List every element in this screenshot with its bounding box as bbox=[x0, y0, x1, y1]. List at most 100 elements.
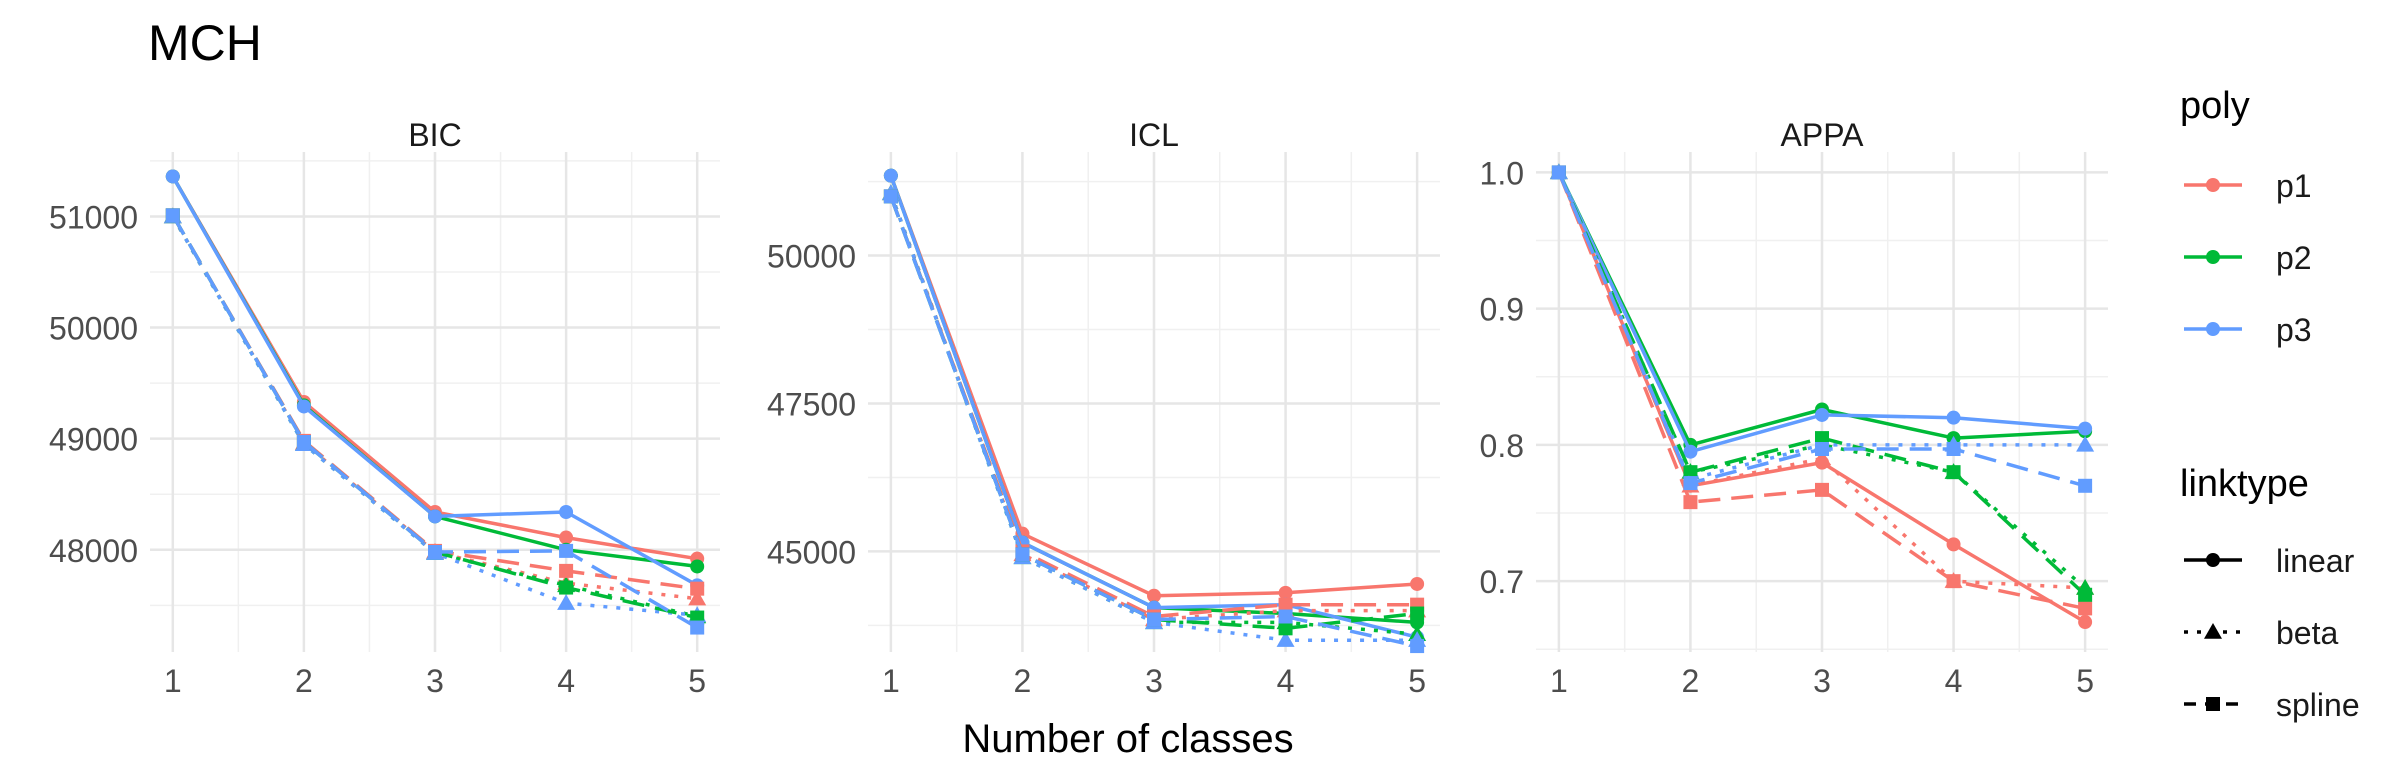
data-point bbox=[1946, 410, 1961, 425]
data-point bbox=[559, 530, 574, 545]
legend-item-p2: p2 bbox=[2184, 240, 2312, 276]
data-point bbox=[1683, 476, 1698, 491]
data-point bbox=[688, 589, 707, 606]
data-point bbox=[1410, 576, 1425, 591]
x-tick-label: 5 bbox=[1408, 663, 1426, 699]
data-point bbox=[428, 509, 442, 524]
series-p3-spline bbox=[883, 189, 1425, 654]
facet-panel-icl: ICL 45000 47500 50000 1 2 3 4 5 bbox=[767, 117, 1440, 699]
x-axis-label: Number of classes bbox=[962, 717, 1293, 761]
data-point bbox=[559, 543, 574, 558]
legend-item-p1: p1 bbox=[2184, 168, 2312, 204]
facet-label-bic: BIC bbox=[408, 117, 461, 153]
facet-label-appa: APPA bbox=[1781, 117, 1865, 153]
data-point bbox=[2078, 615, 2093, 630]
y-tick-label: 51000 bbox=[49, 199, 138, 235]
data-point bbox=[1683, 495, 1698, 510]
data-point bbox=[1278, 609, 1293, 624]
major-gridlines bbox=[868, 152, 1440, 652]
y-tick-label: 47500 bbox=[767, 386, 856, 422]
x-tick-label: 3 bbox=[1145, 663, 1163, 699]
legend-item-linear: linear bbox=[2184, 543, 2355, 579]
facet-panels: BIC 48000 49000 50000 51000 1 2 3 4 5 ICL 45000 4750… bbox=[49, 117, 2108, 699]
data-point bbox=[165, 208, 180, 223]
y-tick-label: 0.8 bbox=[1480, 428, 1524, 464]
facet-panel-appa: APPA 0.7 0.8 0.9 1.0 1 2 3 4 5 bbox=[1480, 117, 2108, 699]
y-tick-label: 0.7 bbox=[1480, 564, 1524, 600]
data-point bbox=[1815, 431, 1829, 446]
x-tick-label: 4 bbox=[1277, 663, 1295, 699]
data-point bbox=[883, 189, 898, 204]
legend-key-point bbox=[2206, 697, 2220, 711]
legend-key-point bbox=[2204, 623, 2222, 639]
data-point bbox=[1015, 547, 1030, 562]
legend-key-point bbox=[2206, 322, 2220, 336]
data-point bbox=[296, 399, 311, 414]
y-tick-label: 1.0 bbox=[1480, 155, 1524, 191]
major-gridlines bbox=[1536, 152, 2108, 652]
data-point bbox=[557, 594, 576, 610]
data-point bbox=[1683, 465, 1698, 480]
data-point bbox=[1410, 606, 1425, 621]
legend-item-beta: beta bbox=[2184, 615, 2338, 651]
data-point bbox=[1813, 449, 1831, 466]
series-line bbox=[1557, 171, 2086, 611]
legend-key-point bbox=[2206, 250, 2220, 264]
data-point bbox=[2078, 421, 2093, 436]
major-gridlines bbox=[150, 152, 720, 652]
x-tick-label: 2 bbox=[1014, 663, 1032, 699]
chart-title: MCH bbox=[148, 15, 262, 71]
facet-label-icl: ICL bbox=[1129, 117, 1179, 153]
x-tick-label: 1 bbox=[164, 663, 182, 699]
legend-label: p2 bbox=[2276, 240, 2312, 276]
data-point bbox=[559, 505, 574, 519]
x-tick-label: 5 bbox=[688, 663, 706, 699]
data-point bbox=[1551, 165, 1566, 180]
series-group bbox=[1549, 163, 2095, 630]
legend-label: linear bbox=[2276, 543, 2355, 579]
data-point bbox=[1278, 585, 1293, 600]
legend-key-point bbox=[2206, 553, 2220, 567]
data-point bbox=[2078, 601, 2093, 616]
x-tick-label: 3 bbox=[1813, 663, 1831, 699]
legend-item-p3: p3 bbox=[2184, 312, 2312, 348]
legend-title-poly: poly bbox=[2180, 85, 2250, 127]
data-point bbox=[1946, 537, 1961, 552]
x-tick-label: 2 bbox=[1682, 663, 1700, 699]
series-group bbox=[881, 168, 1427, 654]
data-point bbox=[1815, 407, 1829, 422]
facet-panel-bic: BIC 48000 49000 50000 51000 1 2 3 4 5 bbox=[49, 117, 720, 699]
data-point bbox=[1946, 465, 1961, 480]
legend-label: p3 bbox=[2276, 312, 2312, 348]
y-tick-label: 50000 bbox=[49, 311, 138, 347]
y-tick-label: 50000 bbox=[767, 239, 856, 275]
data-point bbox=[690, 620, 705, 635]
legend-label: beta bbox=[2276, 615, 2338, 651]
data-point bbox=[1147, 612, 1161, 627]
legend-title-linktype: linktype bbox=[2180, 463, 2309, 505]
x-tick-label: 5 bbox=[2076, 663, 2094, 699]
y-tick-label: 48000 bbox=[49, 533, 138, 569]
data-point bbox=[1276, 631, 1295, 647]
data-point bbox=[2078, 587, 2093, 602]
x-tick-label: 4 bbox=[557, 663, 575, 699]
data-point bbox=[296, 435, 311, 449]
data-point bbox=[1410, 639, 1425, 654]
series-line bbox=[171, 215, 698, 619]
data-point bbox=[690, 581, 705, 596]
y-tick-label: 49000 bbox=[49, 422, 138, 458]
data-point bbox=[1147, 588, 1161, 603]
data-point bbox=[428, 545, 442, 559]
data-point bbox=[1946, 442, 1961, 457]
y-tick-label: 0.9 bbox=[1480, 292, 1524, 328]
series-group bbox=[163, 169, 707, 635]
data-point bbox=[1683, 444, 1698, 459]
legend: poly p1 p2 p3 linktype linear beta spline bbox=[2180, 85, 2360, 723]
data-point bbox=[2078, 478, 2093, 493]
legend-label: spline bbox=[2276, 687, 2360, 723]
legend-label: p1 bbox=[2276, 168, 2312, 204]
x-tick-label: 1 bbox=[1550, 663, 1568, 699]
data-point bbox=[2076, 435, 2095, 452]
series-p3-spline bbox=[1551, 165, 2093, 493]
